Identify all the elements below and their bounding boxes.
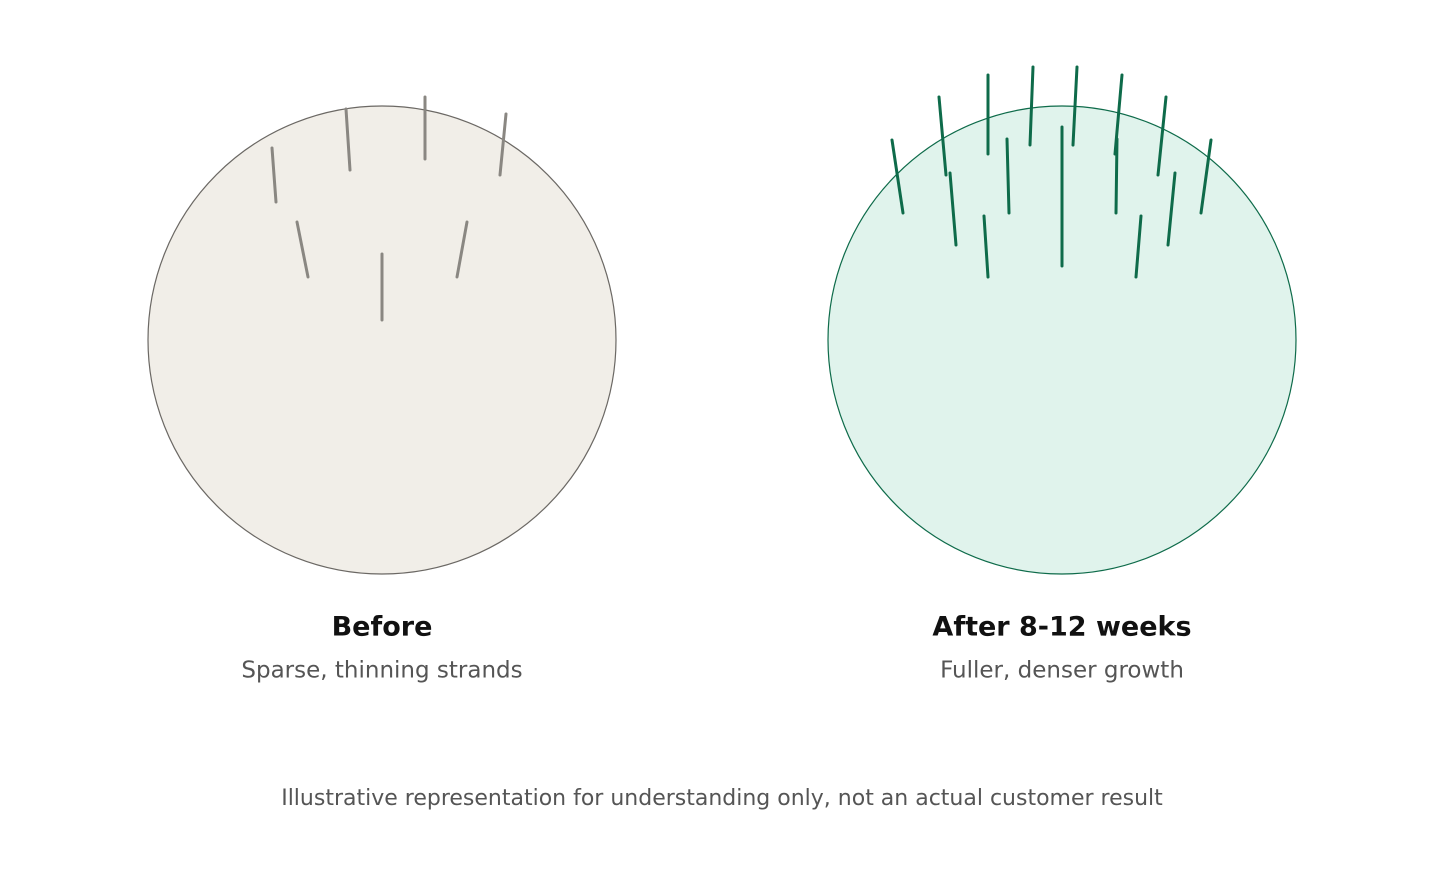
footnote: Illustrative representation for understa… <box>281 786 1163 811</box>
scalp-after <box>827 105 1297 575</box>
after-title: After 8-12 weeks <box>932 612 1191 643</box>
before-subtitle: Sparse, thinning strands <box>241 658 522 684</box>
strands-after <box>890 65 1213 279</box>
scalp-before <box>147 105 617 575</box>
strands-before <box>270 95 508 322</box>
after-subtitle: Fuller, denser growth <box>940 658 1184 684</box>
before-title: Before <box>332 612 433 643</box>
